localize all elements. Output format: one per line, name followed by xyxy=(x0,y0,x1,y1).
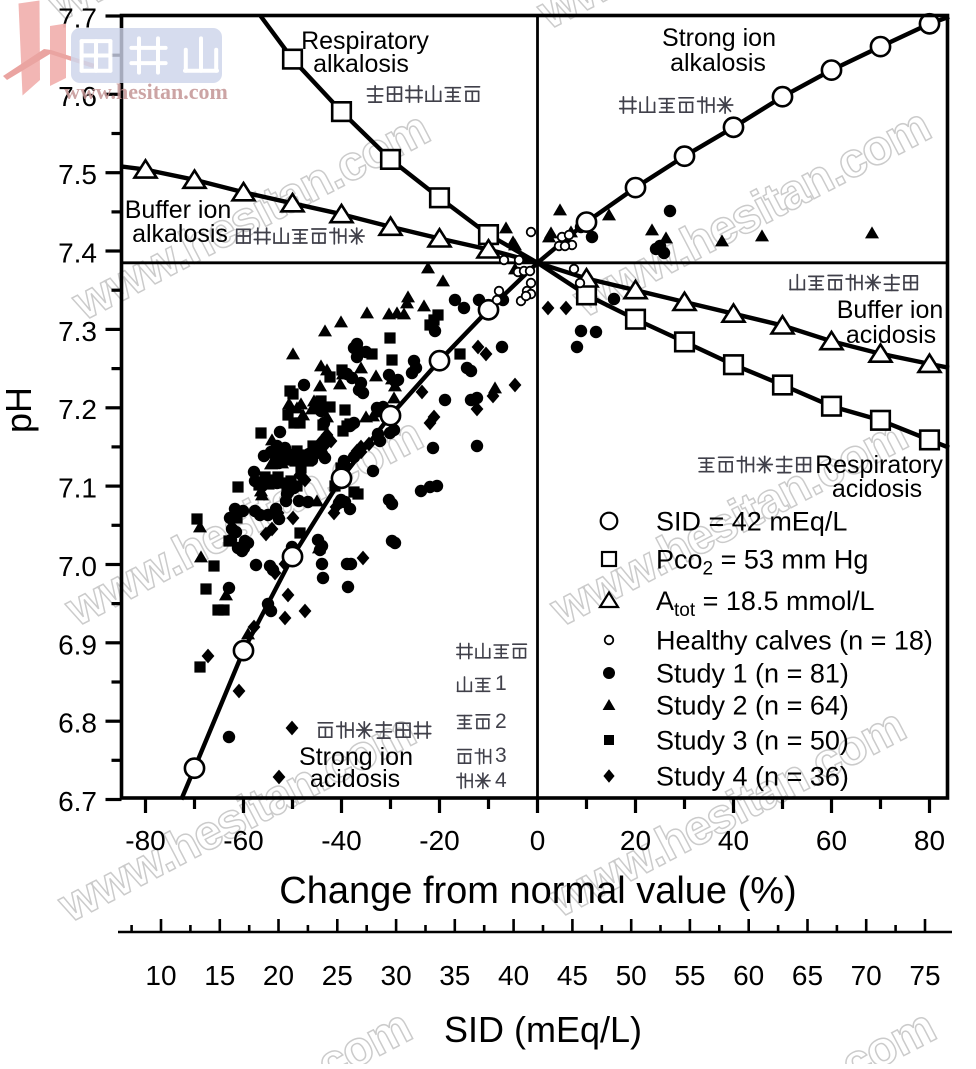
svg-text:acidosis: acidosis xyxy=(832,475,922,503)
svg-text:45: 45 xyxy=(557,960,588,991)
svg-text:40: 40 xyxy=(718,825,749,856)
svg-text:35: 35 xyxy=(439,960,470,991)
svg-text:7.2: 7.2 xyxy=(58,394,97,425)
svg-text:Pco2 = 53 mm Hg: Pco2 = 53 mm Hg xyxy=(656,545,868,580)
svg-text:-60: -60 xyxy=(223,825,263,856)
svg-text:25: 25 xyxy=(322,960,353,991)
svg-text:-20: -20 xyxy=(419,825,459,856)
svg-text:7.1: 7.1 xyxy=(58,473,97,504)
svg-text:40: 40 xyxy=(498,960,529,991)
svg-text:SID (mEq/L): SID (mEq/L) xyxy=(444,1009,642,1050)
svg-text:7.6: 7.6 xyxy=(58,81,97,112)
svg-text:Study 1 (n = 81): Study 1 (n = 81) xyxy=(656,659,849,689)
svg-text:alkalosis: alkalosis xyxy=(313,50,409,78)
svg-text:Buffer ion: Buffer ion xyxy=(125,196,232,224)
svg-text:60: 60 xyxy=(733,960,764,991)
svg-text:3: 3 xyxy=(495,744,507,767)
svg-text:6.7: 6.7 xyxy=(58,786,97,817)
svg-text:Atot = 18.5 mmol/L: Atot = 18.5 mmol/L xyxy=(656,586,874,621)
svg-text:70: 70 xyxy=(851,960,882,991)
svg-text:1: 1 xyxy=(495,672,507,695)
svg-text:SID = 42 mEq/L: SID = 42 mEq/L xyxy=(656,507,847,537)
svg-text:Healthy calves (n = 18): Healthy calves (n = 18) xyxy=(656,626,933,656)
svg-text:2: 2 xyxy=(495,710,507,733)
svg-text:6.8: 6.8 xyxy=(58,708,97,739)
svg-text:50: 50 xyxy=(616,960,647,991)
svg-text:80: 80 xyxy=(914,825,945,856)
svg-text:Study 2 (n = 64): Study 2 (n = 64) xyxy=(656,691,849,721)
svg-text:Strong ion: Strong ion xyxy=(662,24,776,52)
svg-text:-40: -40 xyxy=(321,825,361,856)
svg-text:pH: pH xyxy=(0,387,39,433)
svg-text:30: 30 xyxy=(381,960,412,991)
svg-text:Buffer ion: Buffer ion xyxy=(837,296,944,324)
svg-text:acidosis: acidosis xyxy=(310,765,400,793)
svg-text:6.9: 6.9 xyxy=(58,629,97,660)
svg-text:acidosis: acidosis xyxy=(846,321,936,349)
svg-text:Respiratory: Respiratory xyxy=(301,27,429,55)
svg-text:75: 75 xyxy=(909,960,940,991)
svg-text:www.hesitan.com: www.hesitan.com xyxy=(64,79,228,104)
svg-text:alkalosis: alkalosis xyxy=(670,49,766,77)
svg-text:10: 10 xyxy=(145,960,176,991)
svg-text:7.0: 7.0 xyxy=(58,551,97,582)
svg-text:60: 60 xyxy=(816,825,847,856)
svg-text:55: 55 xyxy=(674,960,705,991)
svg-text:15: 15 xyxy=(204,960,235,991)
svg-text:alkalosis: alkalosis xyxy=(132,220,228,248)
svg-text:7.5: 7.5 xyxy=(58,159,97,190)
svg-text:Study 3 (n = 50): Study 3 (n = 50) xyxy=(656,726,849,756)
svg-text:Change from normal value (%): Change from normal value (%) xyxy=(279,870,796,912)
svg-text:Study 4 (n = 36): Study 4 (n = 36) xyxy=(656,762,849,792)
svg-text:7.4: 7.4 xyxy=(58,238,97,269)
svg-text:0: 0 xyxy=(530,825,546,856)
svg-text:65: 65 xyxy=(792,960,823,991)
svg-text:Respiratory: Respiratory xyxy=(815,451,943,479)
svg-text:4: 4 xyxy=(495,769,507,792)
svg-text:20: 20 xyxy=(263,960,294,991)
svg-text:7.3: 7.3 xyxy=(58,316,97,347)
svg-text:Strong ion: Strong ion xyxy=(299,743,413,771)
svg-text:20: 20 xyxy=(620,825,651,856)
svg-text:-80: -80 xyxy=(125,825,165,856)
